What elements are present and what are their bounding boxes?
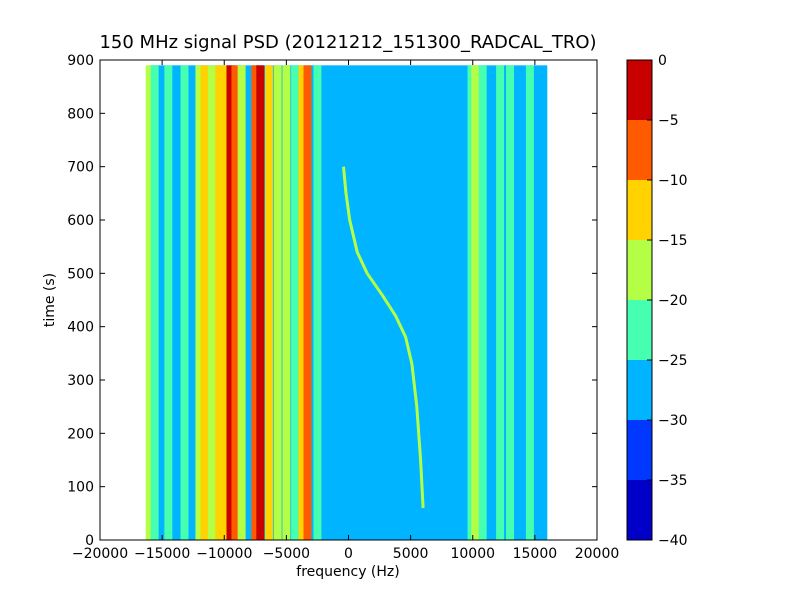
x-tick-label: 20000 (575, 546, 620, 562)
heatmap-carrier-line (303, 65, 312, 540)
x-tick-label: −20000 (72, 546, 128, 562)
y-tick-label: 800 (67, 106, 94, 122)
colorbar-tick-label: −20 (658, 293, 688, 309)
colorbar-segment (627, 360, 652, 420)
x-tick-label: 10000 (450, 546, 495, 562)
x-tick-label: −10000 (196, 546, 252, 562)
y-tick-label: 0 (85, 533, 94, 549)
colorbar-tick-label: −30 (658, 413, 688, 429)
y-axis-label: time (s) (42, 273, 58, 327)
x-tick-label: 15000 (513, 546, 558, 562)
heatmap-carrier-line (215, 65, 224, 540)
y-tick-label: 900 (67, 53, 94, 69)
colorbar-segment (627, 180, 652, 240)
heatmap-carrier-line (471, 65, 480, 540)
heatmap-carrier-line (150, 65, 159, 540)
y-tick-label: 500 (67, 266, 94, 282)
y-tick-label: 400 (67, 320, 94, 336)
colorbar-tick-label: −40 (658, 533, 688, 549)
colorbar-segment (627, 420, 652, 480)
colorbar: 0 −5 −10 −15 −20 −25 −30 −35 −40 (627, 53, 688, 549)
colorbar-tick-label: −25 (658, 353, 688, 369)
colorbar-segment (627, 300, 652, 360)
heatmap-carrier-line (506, 65, 515, 540)
y-tick-label: 100 (67, 480, 94, 496)
colorbar-tick-label: −35 (658, 473, 688, 489)
colorbar-segment (627, 480, 652, 540)
heatmap-carrier-line (256, 65, 265, 540)
x-tick-label: −5000 (263, 546, 310, 562)
y-tick-label: 600 (67, 213, 94, 229)
x-axis-label: frequency (Hz) (296, 564, 399, 580)
heatmap-carrier-line (282, 65, 291, 540)
heatmap-carrier-line (265, 65, 273, 540)
y-tick-label: 200 (67, 426, 94, 442)
heatmap-carrier-line (525, 65, 534, 540)
y-tick-label: 300 (67, 373, 94, 389)
heatmap-carrier-line (291, 65, 300, 540)
heatmap-carrier-line (180, 65, 189, 540)
colorbar-segment (627, 240, 652, 300)
heatmap-layer (145, 65, 548, 540)
colorbar-segment (627, 60, 652, 120)
heatmap-carrier-line (478, 65, 487, 540)
x-tick-label: 5000 (393, 546, 429, 562)
heatmap-carrier-line (298, 65, 307, 540)
doppler-track (342, 166, 425, 509)
heatmap-carrier-line (195, 65, 204, 540)
heatmap-carrier-line (496, 65, 505, 540)
heatmap-carrier-line (226, 65, 235, 540)
heatmap-carrier-line (237, 65, 246, 540)
colorbar-tick-label: 0 (658, 53, 667, 69)
colorbar-segment (627, 120, 652, 180)
chart-title: 150 MHz signal PSD (20121212_151300_RADC… (99, 32, 596, 53)
heatmap-carrier-line (273, 65, 282, 540)
heatmap-carrier-line (207, 65, 216, 540)
x-tick-label: 0 (344, 546, 353, 562)
heatmap-carrier-line (251, 65, 260, 540)
x-axis: −20000 −15000 −10000 −5000 0 5000 10000 15000 20… (72, 60, 619, 562)
colorbar-tick-label: −15 (658, 233, 688, 249)
heatmap-carrier-line (145, 65, 154, 540)
colorbar-tick-label: −10 (658, 173, 688, 189)
colorbar-tick-label: −5 (658, 113, 679, 129)
heatmap-carrier-line (231, 65, 240, 540)
heatmap-carrier-line (313, 65, 322, 540)
y-axis: 0 100 200 300 400 500 600 700 800 900 (67, 53, 597, 549)
heatmap-carrier-line (164, 65, 173, 540)
y-tick-label: 700 (67, 160, 94, 176)
colorbar-frame (626, 59, 653, 541)
x-tick-label: −15000 (134, 546, 190, 562)
heatmap-carrier-line (200, 65, 209, 540)
